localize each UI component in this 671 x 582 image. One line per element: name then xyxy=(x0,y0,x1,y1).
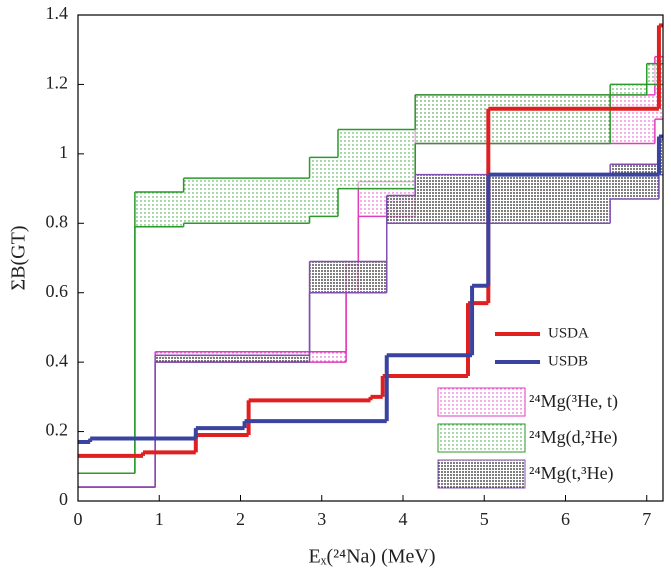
x-axis-label: Eₓ(²⁴Na) (MeV) xyxy=(308,546,435,568)
x-tick-label: 6 xyxy=(561,509,570,529)
legend-swatch xyxy=(437,423,526,453)
band-segment xyxy=(610,84,647,95)
y-tick-label: 1.4 xyxy=(46,3,69,23)
band-segment xyxy=(415,94,611,144)
band-segment xyxy=(155,355,310,363)
legend-label: ²⁴Mg(d,²He) xyxy=(529,427,618,448)
band-segment xyxy=(338,129,416,189)
band-segment xyxy=(610,164,659,199)
x-tick-label: 7 xyxy=(642,509,651,529)
band-segment xyxy=(183,178,310,224)
band-segment xyxy=(415,174,611,224)
plot-frame xyxy=(77,14,664,502)
band-segment xyxy=(658,139,663,175)
x-tick-label: 2 xyxy=(236,509,245,529)
y-tick-label: 0.4 xyxy=(46,350,69,370)
band-segment xyxy=(134,192,184,227)
legend-label: ²⁴Mg(³He, t) xyxy=(529,391,618,412)
y-tick-label: 0.6 xyxy=(46,281,69,301)
legend-swatch xyxy=(437,387,526,417)
y-tick-label: 0.8 xyxy=(46,211,69,231)
legend-label: USDA xyxy=(548,325,589,341)
legend-swatch xyxy=(437,459,526,489)
x-tick-label: 4 xyxy=(399,509,408,529)
legend-label: ²⁴Mg(t,³He) xyxy=(529,463,614,484)
band-segment xyxy=(309,157,338,217)
y-tick-label: 1.2 xyxy=(46,73,69,93)
band-segment xyxy=(386,195,416,224)
x-tick-label: 5 xyxy=(480,509,489,529)
y-tick-label: 0 xyxy=(59,489,68,509)
band-segment xyxy=(309,261,387,293)
x-tick-label: 1 xyxy=(155,509,164,529)
y-axis-label: ΣB(GT) xyxy=(8,226,30,291)
legend-label: USDB xyxy=(548,353,588,369)
y-tick-label: 1 xyxy=(59,142,68,162)
x-tick-label: 3 xyxy=(317,509,326,529)
y-tick-label: 0.2 xyxy=(46,420,69,440)
x-tick-label: 0 xyxy=(74,509,83,529)
